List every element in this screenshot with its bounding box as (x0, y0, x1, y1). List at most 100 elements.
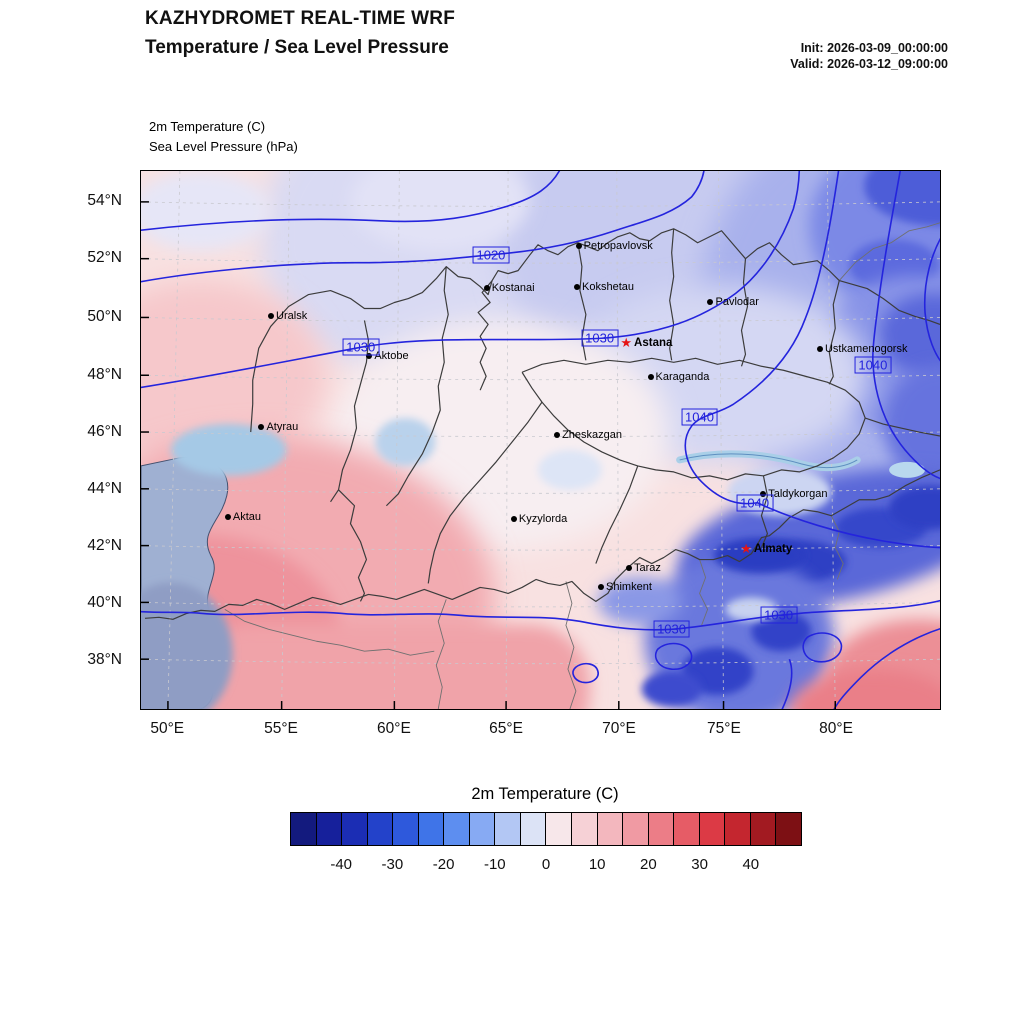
city-dot-icon (483, 284, 490, 291)
city-dot-icon (224, 514, 231, 521)
city-dot-icon (625, 564, 632, 571)
city-marker: Ustkamenogorsk (816, 343, 908, 356)
kazakhstan-borders (144, 228, 940, 620)
pressure-contour-label: 1040 (854, 356, 892, 374)
city-dot-icon (760, 490, 767, 497)
field-label-temperature: 2m Temperature (C) (149, 119, 266, 134)
lon-tick-label: 70°E (602, 720, 636, 737)
colorbar-tick-label: 30 (691, 856, 708, 873)
city-dot-icon (574, 283, 581, 290)
city-label: Taldykorgan (768, 487, 828, 500)
city-dot-icon (268, 312, 275, 319)
lat-tick-label: 52°N (87, 249, 122, 267)
lat-tick-label: 48°N (87, 366, 122, 384)
city-marker: ★ Almaty (740, 542, 792, 555)
city-marker: Taldykorgan (760, 487, 828, 500)
lat-tick-label: 50°N (87, 307, 122, 325)
temperature-shading (141, 171, 940, 709)
field-label-pressure: Sea Level Pressure (hPa) (149, 139, 298, 154)
lat-tick-label: 46°N (87, 422, 122, 440)
city-label: Taraz (633, 561, 661, 574)
city-dot-icon (707, 299, 714, 306)
city-marker: Kostanai (483, 281, 535, 294)
city-marker: Pavlodar (707, 296, 759, 309)
city-dot-icon (258, 424, 265, 431)
lon-tick-label: 75°E (707, 720, 741, 737)
north-border (250, 228, 940, 433)
city-dot-icon (647, 374, 654, 381)
init-time: Init: 2026-03-09_00:00:00 (800, 41, 948, 55)
city-label: Pavlodar (715, 296, 759, 309)
map-canvas (141, 171, 940, 709)
colorbar-segment (444, 813, 470, 845)
colorbar (290, 812, 802, 846)
city-marker: ★ Astana (620, 334, 672, 350)
colorbar-segment (597, 813, 624, 845)
map-frame: Petropavlovsk Kostanai Kokshetau Pavlodar Ur… (140, 170, 941, 710)
city-label: Shimkent (606, 581, 652, 594)
lat-tick-label: 38°N (87, 650, 122, 668)
colorbar-segment (316, 813, 343, 845)
lon-tick-label: 65°E (489, 720, 523, 737)
lon-tick-label: 50°E (150, 720, 185, 737)
colorbar-segment (469, 813, 496, 845)
city-label: Petropavlovsk (583, 239, 653, 252)
lat-tick-label: 44°N (87, 480, 122, 498)
city-label: Zheskazgan (562, 429, 622, 442)
city-label: Kokshetau (582, 280, 635, 293)
colorbar-tick-label: -30 (381, 856, 404, 873)
colorbar-tick-label: 20 (640, 856, 657, 873)
pressure-contour-label: 1030 (581, 329, 619, 347)
pressure-contour-label: 1030 (653, 620, 690, 638)
north-caspian-shallow (170, 424, 287, 476)
pressure-contour-label: 1030 (342, 338, 380, 356)
lat-tick-label: 54°N (87, 191, 122, 209)
pressure-contour-label: 1030 (760, 606, 798, 624)
neighbor-country-borders (224, 222, 940, 709)
city-marker: Uralsk (268, 310, 307, 322)
lat-axis: 54°N 52°N 50°N 48°N 46°N 44°N 42°N 40°N 38°N (0, 170, 132, 710)
colorbar-title: 2m Temperature (C) (471, 785, 619, 803)
colorbar-segment (623, 813, 649, 845)
colorbar-tick-label: -20 (432, 856, 455, 873)
aral-sea (375, 418, 436, 466)
city-marker: Shimkent (598, 581, 652, 593)
colorbar-tick-label: -40 (330, 856, 353, 873)
frame-ticks (141, 201, 837, 709)
lon-axis: 50°E 55°E 60°E 65°E 70°E 75°E 80°E (140, 720, 941, 744)
pressure-contour-label: 1040 (736, 494, 774, 512)
city-marker: Taraz (625, 561, 661, 574)
city-label: Ustkamenogorsk (824, 343, 908, 356)
capital-star-icon: ★ (620, 334, 633, 350)
colorbar-segment (342, 813, 368, 845)
title-block: KAZHYDROMET REAL-TIME WRF Temperature / … (145, 8, 455, 59)
city-marker: Karaganda (647, 371, 710, 384)
map-overlay: Petropavlovsk Kostanai Kokshetau Pavlodar Ur… (141, 171, 940, 709)
page-subtitle: Temperature / Sea Level Pressure (145, 37, 449, 58)
colorbar-segment (750, 813, 777, 845)
colorbar-tick-label: 40 (742, 856, 760, 873)
colorbar-segment (546, 813, 573, 845)
field-info: 2m Temperature (C) Sea Level Pressure (h… (149, 117, 298, 157)
colorbar-segment (520, 813, 547, 845)
city-dot-icon (554, 432, 561, 439)
lat-tick-label: 42°N (87, 536, 122, 554)
city-label: Aktobe (374, 349, 409, 362)
colorbar-segment (393, 813, 419, 845)
colorbar-segment (674, 813, 700, 845)
colorbar-ticks: -40 -30 -20 -10 0 10 20 30 40 (290, 856, 802, 878)
city-label: Karaganda (655, 371, 710, 384)
city-dot-icon (598, 584, 605, 591)
city-label: Kyzylorda (518, 512, 568, 525)
city-dot-icon (575, 242, 582, 249)
city-label: Kostanai (491, 281, 535, 294)
lat-tick-label: 40°N (87, 594, 122, 612)
lon-tick-label: 55°E (264, 720, 298, 737)
page-title: KAZHYDROMET REAL-TIME WRF (145, 8, 456, 29)
colorbar-segment (418, 813, 445, 845)
city-label: Uralsk (276, 309, 308, 322)
valid-time: Valid: 2026-03-12_09:00:00 (790, 57, 948, 71)
run-info: Init: 2026-03-09_00:00:00 Valid: 2026-03… (790, 40, 948, 72)
city-marker: Kyzylorda (510, 512, 568, 525)
